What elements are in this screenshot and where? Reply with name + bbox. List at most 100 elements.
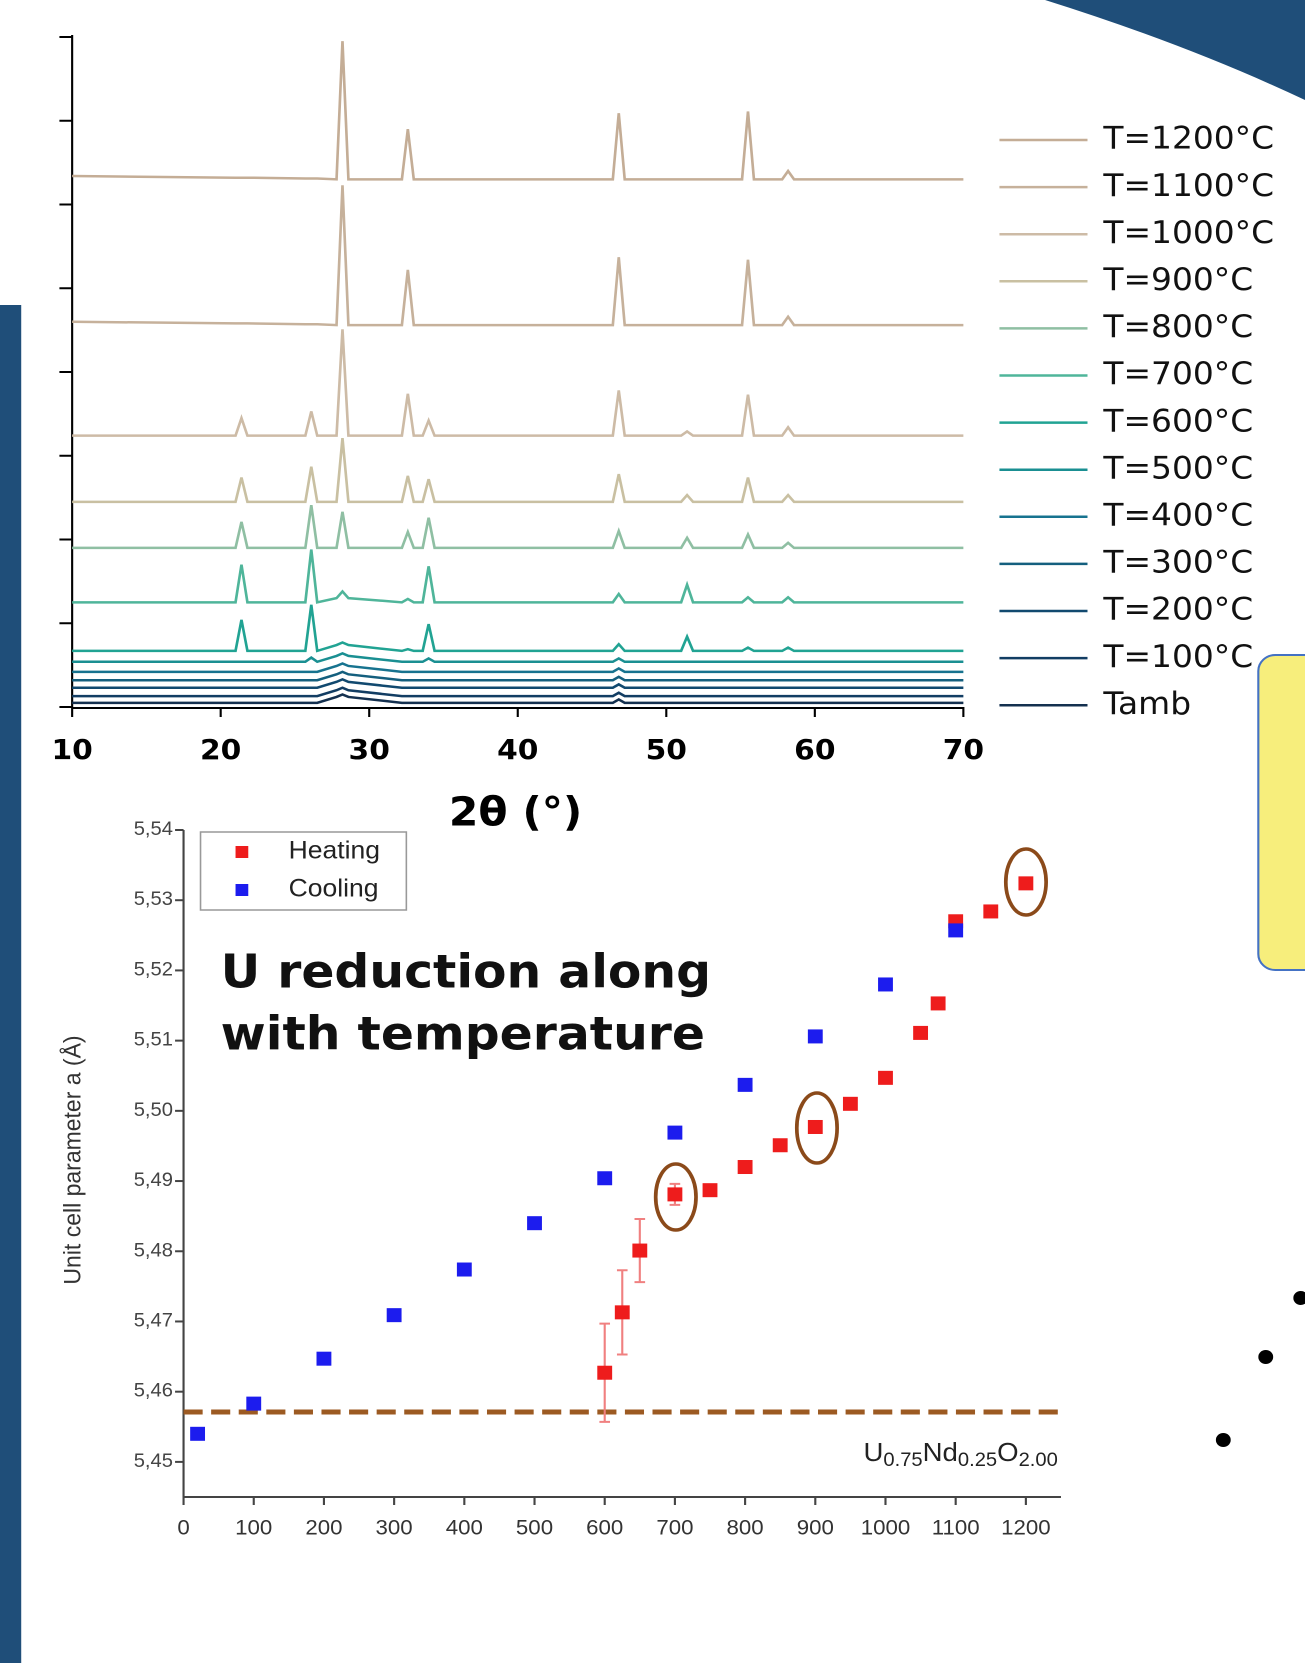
bullet bbox=[1215, 1433, 1231, 1447]
pattern-line bbox=[72, 662, 964, 674]
x-tick-label: 10 bbox=[51, 733, 92, 766]
annotation: with temperature bbox=[221, 1008, 705, 1061]
point bbox=[386, 1308, 402, 1323]
point bbox=[772, 1138, 788, 1153]
legend-swatch bbox=[235, 846, 249, 858]
legend-label: T=400°C bbox=[1102, 496, 1253, 533]
legend-box bbox=[199, 831, 408, 911]
reference-label-part: O bbox=[997, 1438, 1018, 1467]
point bbox=[737, 1077, 753, 1092]
point bbox=[632, 1243, 648, 1258]
x-tick-label: 1100 bbox=[932, 1515, 980, 1539]
y-tick-label: 5,49 bbox=[134, 1170, 173, 1191]
reference-label-part: U bbox=[863, 1438, 883, 1467]
x-tick-label: 200 bbox=[305, 1515, 342, 1539]
reference-label-part: 0.25 bbox=[958, 1450, 997, 1471]
highlight-ring bbox=[653, 1162, 698, 1232]
legend-label: T=100°C bbox=[1102, 638, 1253, 675]
legend-label: T=1000°C bbox=[1102, 214, 1274, 251]
pattern-line bbox=[72, 549, 964, 604]
x-tick-label: 800 bbox=[727, 1515, 764, 1539]
pattern-line bbox=[72, 185, 964, 327]
legend-label: T=700°C bbox=[1102, 355, 1253, 392]
highlight-ring bbox=[1003, 847, 1048, 917]
reference-label-part: Nd bbox=[923, 1438, 958, 1467]
y-tick-label: 5,45 bbox=[134, 1450, 173, 1471]
point bbox=[913, 1025, 929, 1040]
x-tick-label: 60 bbox=[794, 733, 835, 766]
x-tick-label: 400 bbox=[446, 1515, 483, 1539]
point bbox=[807, 1029, 823, 1044]
y-tick-label: 5,50 bbox=[134, 1099, 173, 1120]
point bbox=[597, 1365, 613, 1380]
reference-label: U0.75Nd0.25O2.00 bbox=[863, 1438, 1057, 1471]
annotation: U reduction along bbox=[221, 946, 711, 999]
legend-label: T=500°C bbox=[1102, 449, 1253, 486]
legend-label: Tamb bbox=[1102, 685, 1191, 722]
point bbox=[842, 1096, 858, 1111]
x-tick-label: 900 bbox=[797, 1515, 834, 1539]
pattern-line bbox=[72, 693, 964, 705]
pattern-line bbox=[72, 686, 964, 698]
x-tick-label: 30 bbox=[349, 733, 390, 766]
x-tick-label: 70 bbox=[943, 733, 984, 766]
pattern-line bbox=[72, 652, 964, 664]
y-tick-label: 5,47 bbox=[134, 1310, 173, 1331]
x-tick-label: 40 bbox=[497, 733, 538, 766]
point bbox=[930, 996, 946, 1011]
legend-label: Cooling bbox=[289, 875, 379, 902]
bullet bbox=[1293, 1291, 1305, 1305]
point bbox=[702, 1183, 718, 1198]
y-tick-label: 5,46 bbox=[134, 1380, 173, 1401]
y-tick-label: 5,51 bbox=[134, 1029, 173, 1050]
x-tick-label: 50 bbox=[646, 733, 687, 766]
point bbox=[190, 1426, 206, 1441]
pattern-line bbox=[72, 670, 964, 682]
y-tick-label: 5,52 bbox=[134, 959, 173, 980]
legend-label: Heating bbox=[289, 837, 380, 864]
point bbox=[316, 1351, 332, 1366]
point bbox=[807, 1119, 823, 1134]
corner-shape bbox=[1045, 0, 1305, 100]
y-axis-label: Unit cell parameter a (Å) bbox=[58, 1035, 87, 1284]
x-tick-label: 700 bbox=[656, 1515, 693, 1539]
x-tick-label: 20 bbox=[200, 733, 241, 766]
x-tick-label: 100 bbox=[235, 1515, 272, 1539]
reference-label-part: 2.00 bbox=[1019, 1450, 1058, 1471]
side-bar bbox=[0, 305, 22, 1663]
y-tick-label: 5,54 bbox=[134, 819, 173, 840]
pattern-line bbox=[72, 677, 964, 689]
point bbox=[597, 1171, 613, 1186]
legend-label: T=900°C bbox=[1102, 261, 1253, 298]
y-tick-label: 5,53 bbox=[134, 889, 173, 910]
point bbox=[983, 904, 999, 919]
point bbox=[948, 923, 964, 938]
x-tick-label: 1200 bbox=[1001, 1515, 1051, 1539]
legend-label: T=1100°C bbox=[1102, 167, 1274, 204]
point bbox=[878, 977, 893, 992]
point bbox=[614, 1305, 630, 1320]
legend-label: T=800°C bbox=[1102, 308, 1253, 345]
x-tick-label: 600 bbox=[586, 1515, 623, 1539]
point bbox=[1018, 876, 1034, 891]
legend-swatch bbox=[235, 884, 249, 896]
point bbox=[667, 1187, 683, 1202]
pattern-line bbox=[72, 505, 964, 550]
point bbox=[246, 1396, 262, 1411]
point bbox=[737, 1160, 753, 1175]
highlight-ring bbox=[794, 1091, 839, 1165]
point bbox=[527, 1216, 542, 1231]
legend-label: T=300°C bbox=[1102, 544, 1253, 581]
note-box bbox=[1257, 654, 1305, 971]
point bbox=[667, 1125, 683, 1140]
x-tick-label: 1000 bbox=[861, 1515, 911, 1539]
x-tick-label: 0 bbox=[177, 1515, 189, 1539]
reference-label-part: 0.75 bbox=[883, 1450, 922, 1471]
pattern-line bbox=[72, 329, 964, 437]
point bbox=[878, 1070, 893, 1085]
legend-label: T=600°C bbox=[1102, 402, 1253, 439]
x-axis-label: 2θ (°) bbox=[449, 789, 582, 836]
legend-label: T=1200°C bbox=[1102, 120, 1274, 157]
